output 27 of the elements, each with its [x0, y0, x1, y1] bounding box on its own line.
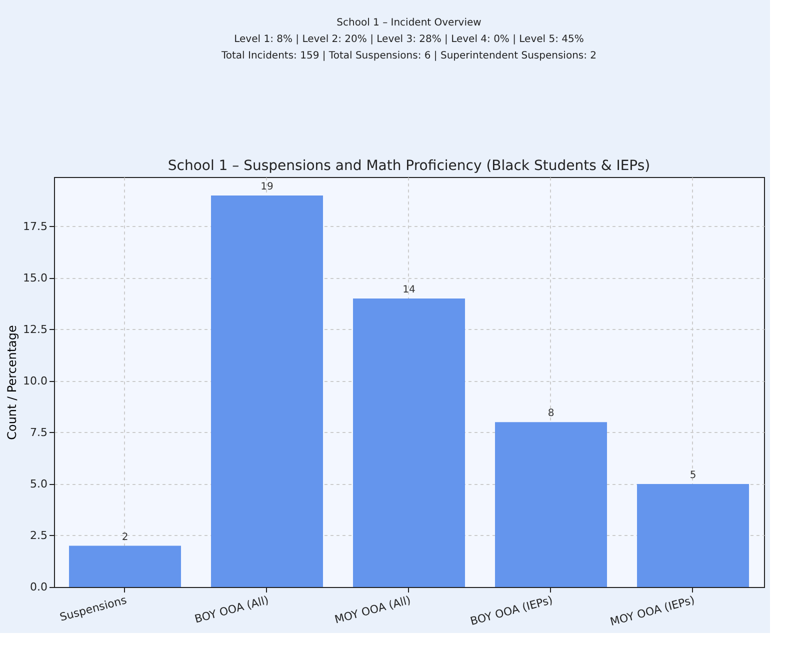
text: Total Incidents: 159 | Total Suspensions: 6 | Superintendent Suspensions: 2	[220, 50, 597, 62]
bar	[637, 484, 749, 587]
data-label: 14	[402, 284, 416, 296]
x-tick-label: MOY OOA (IEPs)	[608, 594, 696, 629]
y-axis-title: Count / Percentage	[5, 325, 20, 440]
y-tick-label: 7.5	[30, 426, 48, 439]
y-tick-label: 15.0	[23, 271, 48, 284]
x-tick-label: BOY OOA (IEPs)	[468, 594, 554, 628]
y-tick-label: 2.5	[30, 528, 48, 542]
x-tick-label: BOY OOA (All)	[193, 594, 270, 626]
text: School 1 – Incident Overview	[336, 17, 482, 28]
bar	[69, 546, 181, 587]
y-tick-label: 5.0	[30, 477, 48, 490]
x-tick-label: MOY OOA (All)	[333, 594, 412, 626]
y-tick-label: 10.0	[23, 374, 48, 388]
data-label: 8	[548, 408, 554, 420]
y-tick-label: 0.0	[30, 580, 48, 594]
data-label: 19	[260, 182, 274, 193]
bar	[211, 196, 323, 587]
chart-title: School 1 – Suspensions and Math Proficiency (Black Students & IEPs)	[168, 158, 650, 174]
data-label: 2	[122, 532, 128, 543]
data-label: 5	[690, 470, 696, 481]
y-tick-label: 12.5	[23, 322, 48, 336]
bar	[353, 298, 465, 587]
bar	[495, 422, 607, 587]
y-tick-label: 17.5	[23, 220, 48, 233]
text: Level 1: 8% | Level 2: 20% | Level 3: 28% | Level 4: 0% | Level 5: 45%	[234, 34, 584, 45]
